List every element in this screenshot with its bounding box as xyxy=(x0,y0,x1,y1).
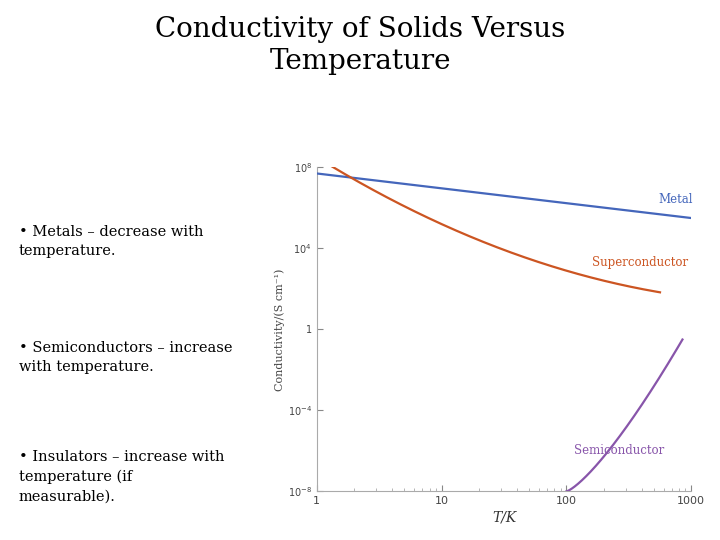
Text: Semiconductor: Semiconductor xyxy=(574,444,665,457)
Text: • Semiconductors – increase
with temperature.: • Semiconductors – increase with tempera… xyxy=(19,341,233,374)
Text: Metal: Metal xyxy=(659,193,693,206)
Text: • Insulators – increase with
temperature (if
measurable).: • Insulators – increase with temperature… xyxy=(19,450,224,504)
Text: Conductivity of Solids Versus
Temperature: Conductivity of Solids Versus Temperatur… xyxy=(155,16,565,76)
Text: • Metals – decrease with
temperature.: • Metals – decrease with temperature. xyxy=(19,225,203,258)
X-axis label: T/K: T/K xyxy=(492,510,516,524)
Y-axis label: Conductivity/(S cm⁻¹): Conductivity/(S cm⁻¹) xyxy=(274,268,285,390)
Text: Superconductor: Superconductor xyxy=(592,256,688,269)
